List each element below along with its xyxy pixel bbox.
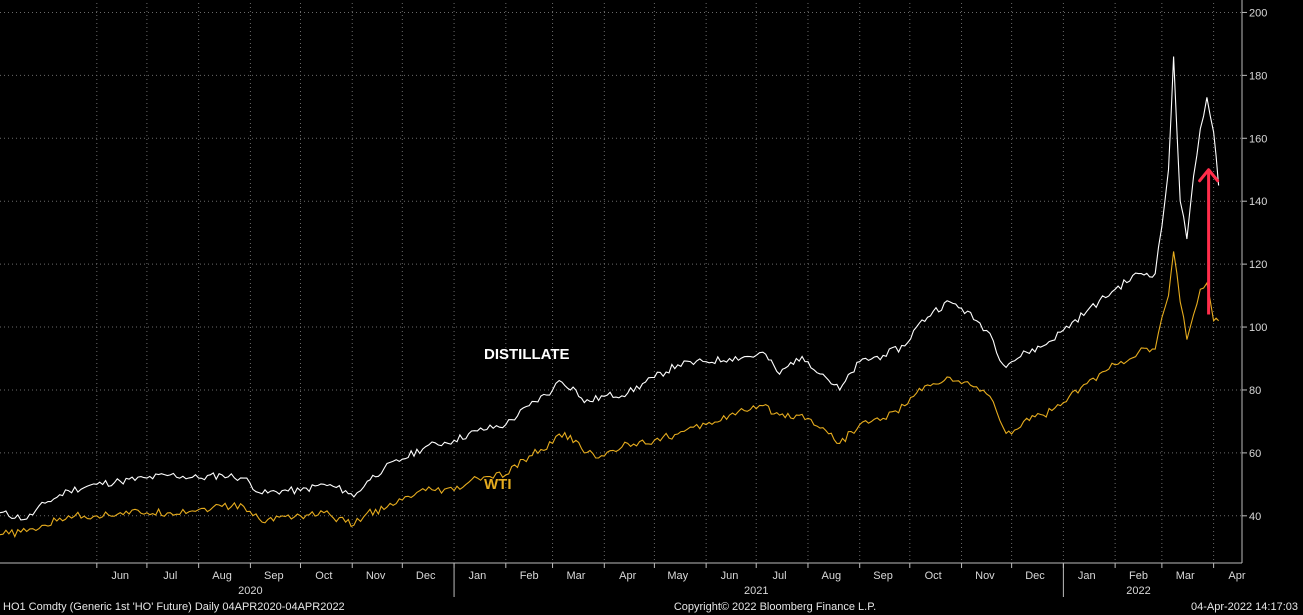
y-tick-label: 120 [1249, 259, 1267, 271]
y-tick-label: 40 [1249, 511, 1261, 523]
footer-left: HO1 Comdty (Generic 1st 'HO' Future) Dai… [3, 601, 345, 613]
series-labels: DISTILLATE WTI [484, 346, 570, 493]
y-tick-label: 160 [1249, 133, 1267, 145]
x-tick-label: Mar [566, 570, 585, 582]
y-tick-label: 180 [1249, 70, 1267, 82]
x-tick-label: Jun [111, 570, 129, 582]
y-tick-label: 200 [1249, 7, 1267, 19]
y-tick-label: 100 [1249, 322, 1267, 334]
grid [0, 3, 1242, 563]
series-line-distillate [0, 56, 1220, 521]
x-tick-label: Nov [366, 570, 386, 582]
x-tick-label: May [667, 570, 688, 582]
x-tick-label: Jan [1078, 570, 1096, 582]
x-tick-label: Nov [975, 570, 995, 582]
series-label-wti: WTI [484, 476, 512, 493]
series-label-distillate: DISTILLATE [484, 346, 570, 363]
x-tick-label: Jul [163, 570, 177, 582]
x-tick-label: Aug [212, 570, 232, 582]
x-tick-label: Apr [1228, 570, 1245, 582]
axes: 40 60 80 100 120 140 160 180 200 Jun Jul Aug Sep Oct N… [0, 0, 1267, 597]
annotation-layer [1198, 168, 1220, 315]
y-tick-label: 60 [1249, 448, 1261, 460]
series-line-wti [0, 251, 1219, 538]
footer-center: Copyright© 2022 Bloomberg Finance L.P. [674, 601, 876, 613]
x-tick-label: Oct [925, 570, 942, 582]
year-label: 2020 [238, 585, 262, 597]
x-tick-label: Apr [619, 570, 636, 582]
x-tick-label: Feb [520, 570, 539, 582]
series-layer [0, 56, 1220, 538]
x-tick-label: Feb [1129, 570, 1148, 582]
annotation-arrow-head [1198, 168, 1220, 183]
x-tick-label: Oct [315, 570, 332, 582]
x-tick-label: Jul [773, 570, 787, 582]
y-tick-label: 80 [1249, 385, 1261, 397]
footer-right: 04-Apr-2022 14:17:03 [1191, 601, 1298, 613]
y-tick-label: 140 [1249, 196, 1267, 208]
footer: HO1 Comdty (Generic 1st 'HO' Future) Dai… [3, 601, 1298, 613]
x-tick-label: Sep [873, 570, 893, 582]
x-tick-label: Sep [264, 570, 284, 582]
year-label: 2022 [1126, 585, 1150, 597]
x-tick-label: Dec [416, 570, 436, 582]
x-tick-label: Aug [822, 570, 842, 582]
x-tick-label: Mar [1176, 570, 1195, 582]
x-tick-label: Jun [721, 570, 739, 582]
x-tick-label: Dec [1025, 570, 1045, 582]
year-label: 2021 [744, 585, 768, 597]
x-tick-label: Jan [469, 570, 487, 582]
